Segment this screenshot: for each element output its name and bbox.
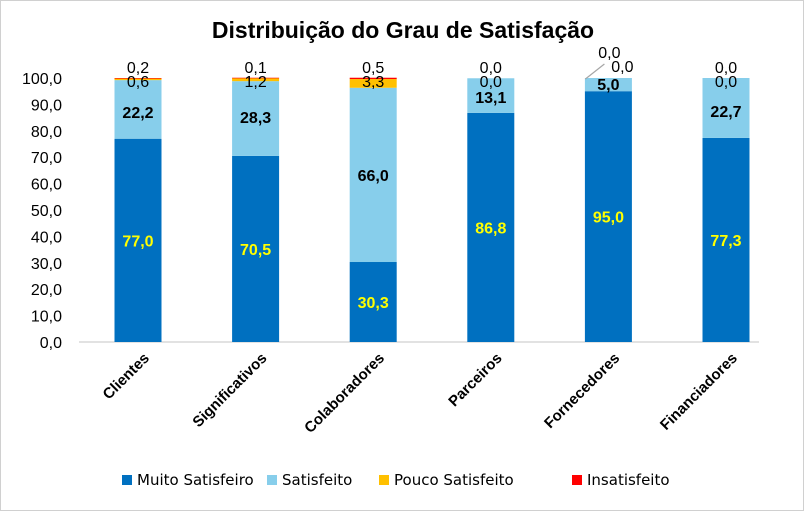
data-label: 70,5 xyxy=(240,242,271,259)
data-label: 86,8 xyxy=(475,220,506,237)
x-tick-label: Colaboradores xyxy=(301,350,388,437)
y-tick-label: 60,0 xyxy=(31,177,62,194)
bar-segment-satisfeito xyxy=(584,78,632,92)
data-label: 0,0 xyxy=(715,60,737,77)
bar-segment-pouco-satisfeito xyxy=(349,79,397,88)
data-label: 3,3 xyxy=(362,74,384,91)
data-label: 77,3 xyxy=(710,233,741,250)
x-tick-label: Significativos xyxy=(189,350,270,431)
data-label: 22,7 xyxy=(710,104,741,121)
data-label: 28,3 xyxy=(240,110,271,127)
data-label: 0,0 xyxy=(598,45,620,62)
y-tick-label: 70,0 xyxy=(31,150,62,167)
bars xyxy=(114,77,750,343)
data-label: 0,2 xyxy=(127,60,149,77)
y-tick-label: 30,0 xyxy=(31,256,62,273)
bar-segment-muito-satisfeiro xyxy=(467,112,515,343)
data-label: 0,0 xyxy=(715,74,737,91)
legend-swatch xyxy=(572,475,582,485)
x-axis: Clientes Significativos Colaboradores Parce… xyxy=(100,350,741,437)
legend-label: Muito Satisfeiro xyxy=(137,471,254,489)
data-label: 13,1 xyxy=(475,90,506,107)
x-tick-label: Financiadores xyxy=(657,350,741,434)
data-label: 30,3 xyxy=(358,295,389,312)
bar-segment-insatisfeito xyxy=(232,77,280,79)
data-label: 0,1 xyxy=(244,60,266,77)
data-label: 22,2 xyxy=(122,105,153,122)
y-tick-label: 0,0 xyxy=(40,335,62,352)
y-tick-label: 40,0 xyxy=(31,229,62,246)
bar-segment-satisfeito xyxy=(232,81,280,156)
y-tick-label: 100,0 xyxy=(22,71,62,88)
bar-segment-pouco-satisfeito xyxy=(232,78,280,82)
data-label: 0,6 xyxy=(127,74,149,91)
data-labels: 77,022,20,60,270,528,31,20,130,366,03,30… xyxy=(122,45,741,312)
x-tick-label: Clientes xyxy=(100,350,153,403)
bar-segment-satisfeito xyxy=(114,80,162,139)
bar-segment-muito-satisfeiro xyxy=(349,262,397,342)
data-label: 0,0 xyxy=(611,59,633,76)
bar-segment-pouco-satisfeito xyxy=(114,78,162,81)
bar-segment-satisfeito xyxy=(349,87,397,263)
bar-segment-muito-satisfeiro xyxy=(702,137,750,342)
data-label: 0,5 xyxy=(362,60,384,77)
data-label: 0,0 xyxy=(480,74,502,91)
data-label: 1,2 xyxy=(244,74,266,91)
bar-segment-insatisfeito xyxy=(114,78,162,79)
data-label: 95,0 xyxy=(593,210,624,227)
y-tick-label: 20,0 xyxy=(31,282,62,299)
y-tick-label: 10,0 xyxy=(31,309,62,326)
bar-segment-satisfeito xyxy=(702,78,750,138)
legend-label: Pouco Satisfeito xyxy=(394,471,514,489)
legend-swatch xyxy=(122,475,132,485)
y-tick-label: 50,0 xyxy=(31,203,62,220)
x-tick-label: Parceiros xyxy=(445,350,505,410)
bar-segment-muito-satisfeiro xyxy=(584,91,632,342)
legend: Muito Satisfeiro Satisfeito Pouco Satisfei… xyxy=(122,471,670,489)
bar-segment-insatisfeito xyxy=(349,77,397,80)
leader-line xyxy=(585,63,605,80)
legend-label: Insatisfeito xyxy=(587,471,670,489)
data-label: 77,0 xyxy=(122,233,153,250)
legend-label: Satisfeito xyxy=(282,471,352,489)
y-tick-label: 80,0 xyxy=(31,124,62,141)
y-tick-label: 90,0 xyxy=(31,97,62,114)
y-axis: 0,0 10,0 20,0 30,0 40,0 50,0 60,0 70,0 80,0 90,0 1… xyxy=(22,71,62,352)
legend-swatch xyxy=(267,475,277,485)
data-label: 0,0 xyxy=(480,60,502,77)
data-label: 66,0 xyxy=(358,168,389,185)
data-label: 5,0 xyxy=(597,77,619,94)
chart-title: Distribuição do Grau de Satisfação xyxy=(212,17,594,43)
bar-segment-muito-satisfeiro xyxy=(114,138,162,342)
bar-segment-satisfeito xyxy=(467,78,515,113)
legend-swatch xyxy=(379,475,389,485)
bar-segment-muito-satisfeiro xyxy=(232,155,280,342)
x-tick-label: Fornecedores xyxy=(541,350,623,432)
